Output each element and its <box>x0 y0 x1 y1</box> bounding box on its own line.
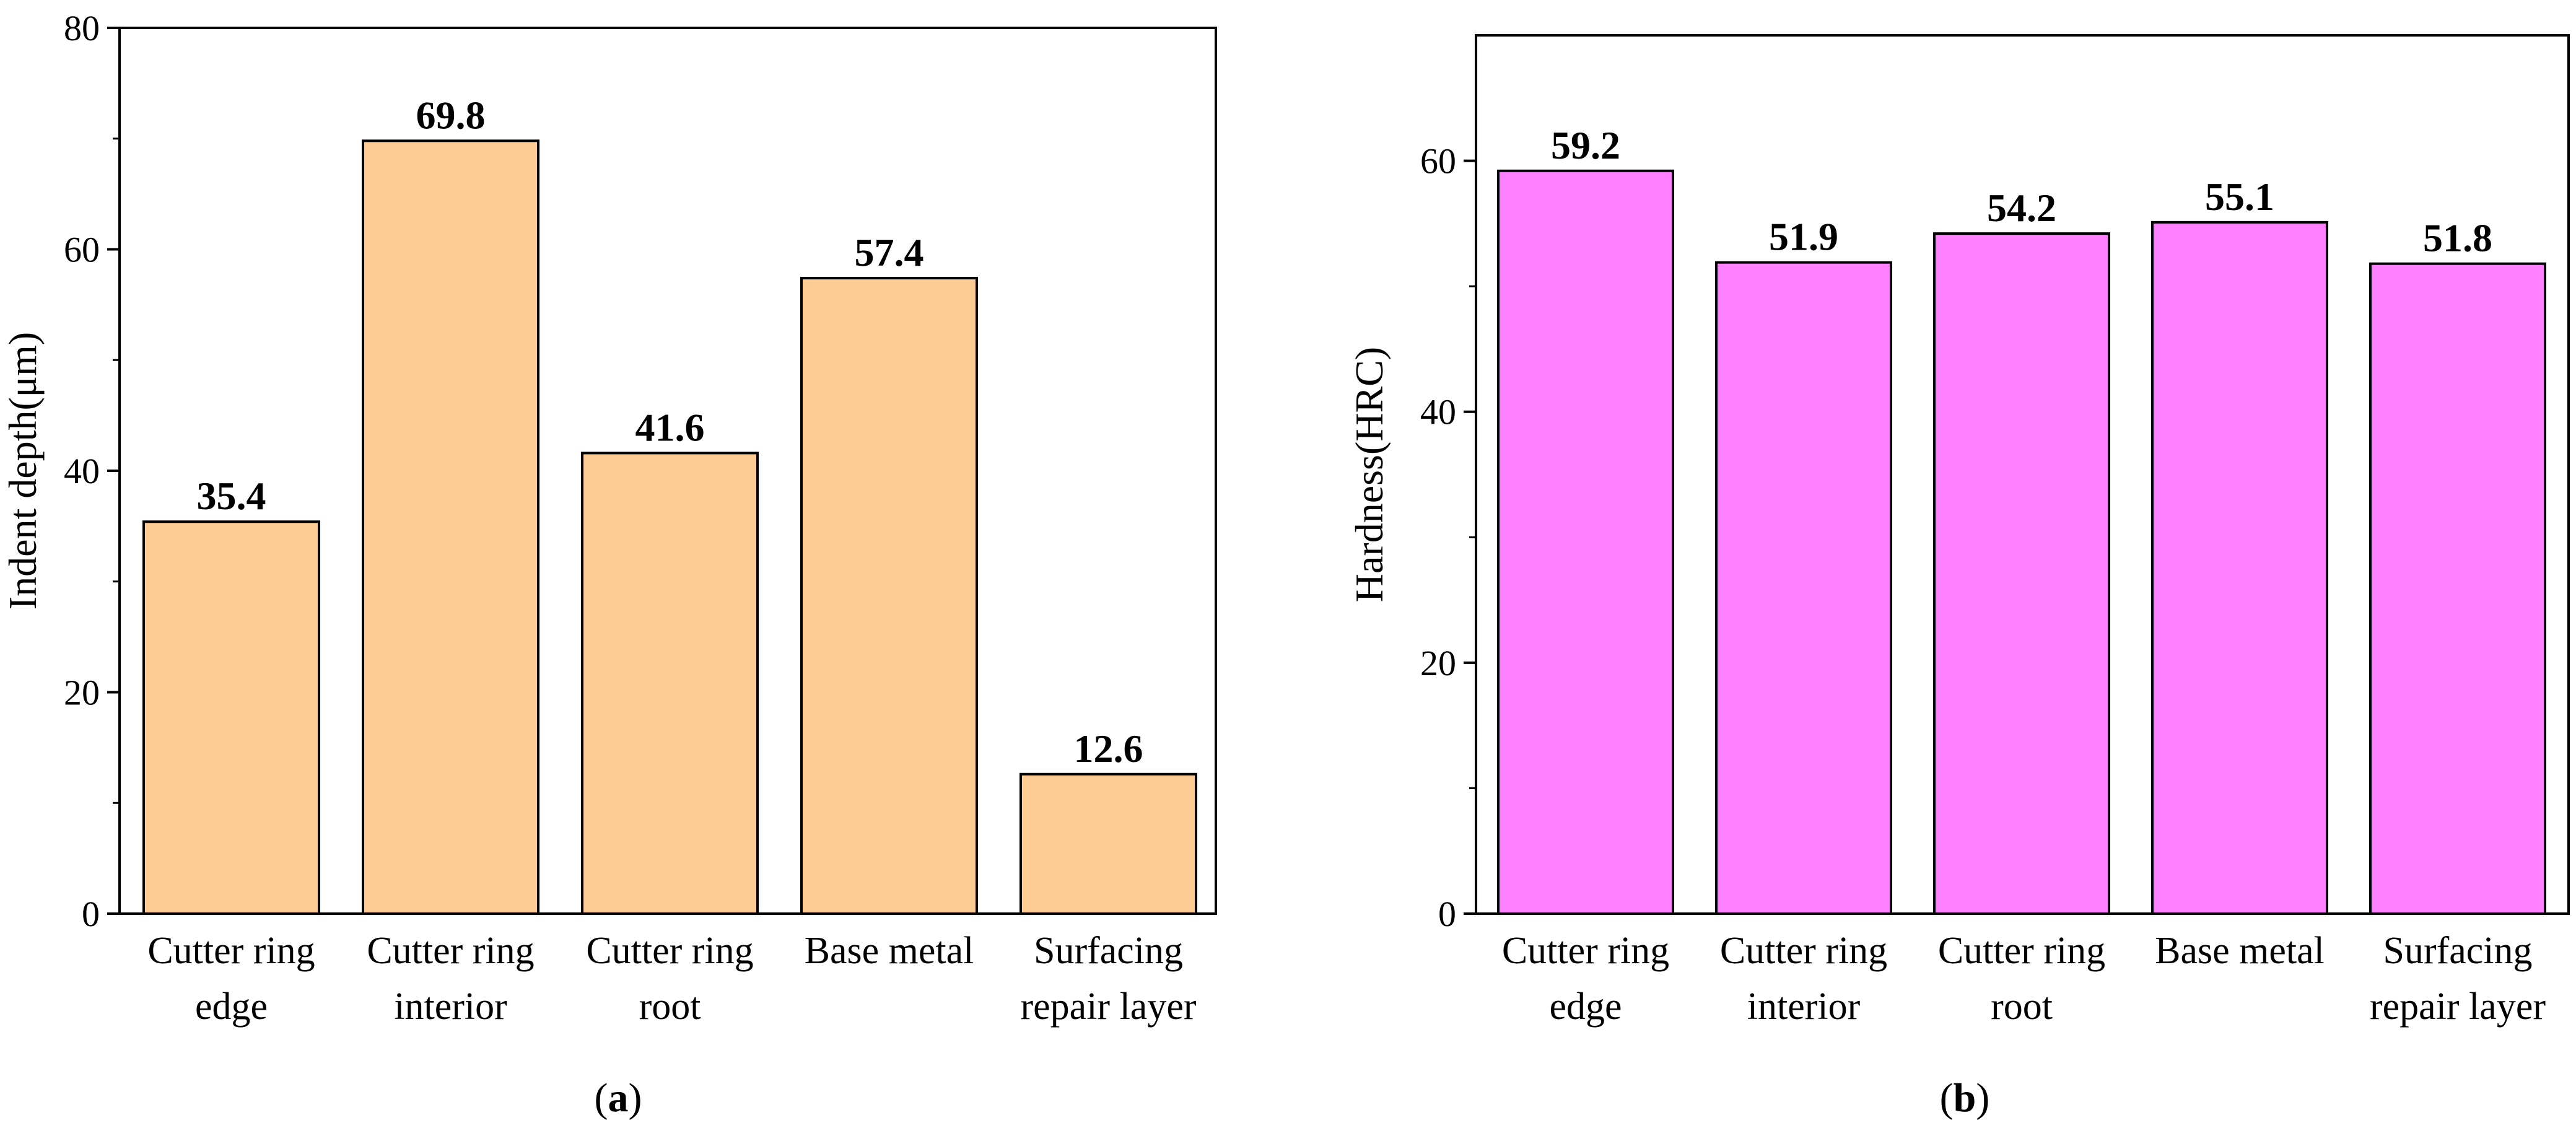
y-tick-label-b-2: 40 <box>1420 392 1456 432</box>
category-label-a-4: Surfacing repair layer <box>1021 930 1197 1028</box>
category-label-a-3: Base metal <box>805 930 974 972</box>
category-label-a-0: Cutter ring edge <box>147 930 315 1028</box>
bar-a-0 <box>142 520 320 915</box>
y-tick-label-a-1: 20 <box>64 673 100 713</box>
category-label-a-2: Cutter ring root <box>586 930 753 1028</box>
panel-label-a: (a) <box>595 1075 642 1121</box>
data-label-a-1: 69.8 <box>416 93 486 137</box>
category-label-b-1: Cutter ring interior <box>1720 930 1887 1028</box>
y-tick-label-a-3: 60 <box>64 230 100 270</box>
y-tick-label-a-2: 40 <box>64 451 100 491</box>
category-label-b-0: Cutter ring edge <box>1502 930 1669 1028</box>
data-label-b-1: 51.9 <box>1769 215 1838 259</box>
category-label-b-2: Cutter ring root <box>1938 930 2105 1028</box>
data-label-a-3: 57.4 <box>855 230 924 274</box>
data-label-b-3: 55.1 <box>2205 175 2274 219</box>
chart-panel-a: 35.4 Cutter ring edge 69.8 Cutter ring interi… <box>1 8 1217 1028</box>
category-label-a-1: Cutter ring interior <box>367 930 534 1028</box>
bar-a-1 <box>362 139 539 916</box>
data-label-b-0: 59.2 <box>1551 123 1620 167</box>
data-label-a-2: 41.6 <box>635 405 705 449</box>
chart-panel-b: 59.2 Cutter ring edge 51.9 Cutter ring interi… <box>1347 34 2570 1028</box>
data-label-a-4: 12.6 <box>1074 727 1143 771</box>
bar-b-4 <box>2369 262 2546 915</box>
bar-b-2 <box>1933 232 2110 915</box>
data-label-a-0: 35.4 <box>197 474 266 518</box>
panel-label-b: (b) <box>1940 1075 1990 1121</box>
plot-frame-b <box>1475 34 2570 915</box>
y-tick-label-b-3: 60 <box>1420 141 1456 181</box>
data-label-b-2: 54.2 <box>1987 186 2056 230</box>
y-tick-label-a-4: 80 <box>64 8 100 48</box>
bar-b-0 <box>1497 169 1674 916</box>
category-label-b-4: Surfacing repair layer <box>2370 930 2546 1028</box>
y-axis-title-a: Indent depth(μm) <box>1 332 45 610</box>
y-tick-label-a-0: 0 <box>82 894 100 934</box>
y-tick-label-b-1: 20 <box>1420 643 1456 683</box>
category-label-b-3: Base metal <box>2155 930 2325 972</box>
y-axis-title-b: Hardness(HRC) <box>1347 347 1391 602</box>
bar-b-1 <box>1715 261 1892 915</box>
data-label-b-4: 51.8 <box>2423 216 2492 260</box>
bar-a-4 <box>1019 772 1197 916</box>
bar-a-2 <box>581 452 759 915</box>
y-tick-label-b-0: 0 <box>1438 894 1456 934</box>
bar-b-3 <box>2151 221 2328 915</box>
bar-a-3 <box>800 276 978 916</box>
